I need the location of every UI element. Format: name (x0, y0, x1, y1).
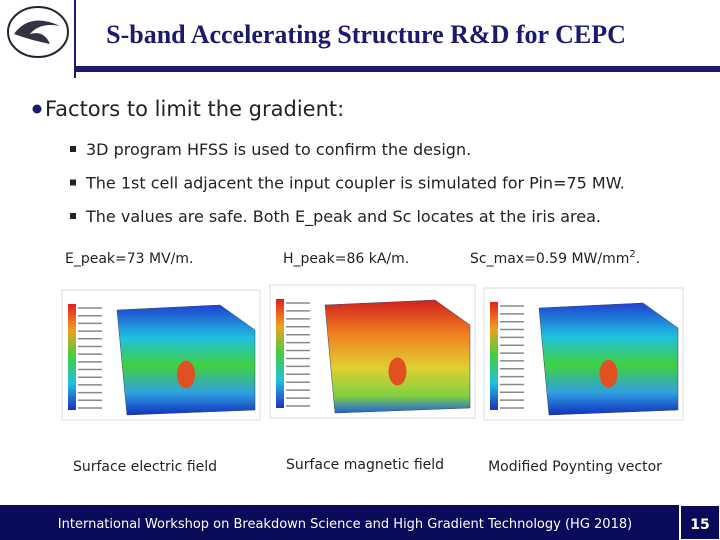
label-sup: 2 (629, 249, 635, 260)
figure-caption: Surface magnetic field (286, 457, 444, 473)
figure-label: Sc_max=0.59 MW/mm2. (470, 249, 640, 267)
hotspot (177, 360, 195, 389)
sub-bullet: 3D program HFSS is used to confirm the d… (86, 140, 471, 159)
label-tail: . (636, 251, 640, 267)
page-box (679, 504, 720, 540)
main-bullet: Factors to limit the gradient: (45, 97, 344, 121)
sub-bullet-marker (70, 213, 76, 219)
sub-bullet-marker (70, 146, 76, 152)
sub-bullet: The values are safe. Both E_peak and Sc … (85, 207, 601, 227)
footer-text: International Workshop on Breakdown Scie… (58, 517, 632, 532)
hotspot (388, 357, 407, 386)
color-legend (490, 302, 498, 410)
title: S-band Accelerating Structure R&D for CE… (106, 20, 626, 49)
color-legend (68, 304, 76, 410)
cavity-model (324, 299, 471, 414)
figure-caption: Surface electric field (73, 459, 217, 475)
logo (7, 6, 69, 58)
sub-bullet: The 1st cell adjacent the input coupler … (85, 174, 625, 193)
label-text: Sc_max=0.59 MW/mm (470, 251, 629, 267)
bullet (32, 104, 42, 114)
figure-caption: Modified Poynting vector (488, 459, 662, 475)
footer-bar (0, 505, 720, 540)
cavity-model (116, 304, 256, 416)
sub-bullet-marker (70, 179, 76, 186)
figure-label: H_peak=86 kA/m. (283, 251, 409, 267)
hotspot (599, 359, 618, 388)
figure-label: E_peak=73 MV/m. (65, 251, 194, 267)
header-rule (75, 66, 720, 72)
cavity-model (538, 302, 679, 416)
page-number: 15 (690, 517, 709, 533)
color-legend (276, 299, 284, 408)
